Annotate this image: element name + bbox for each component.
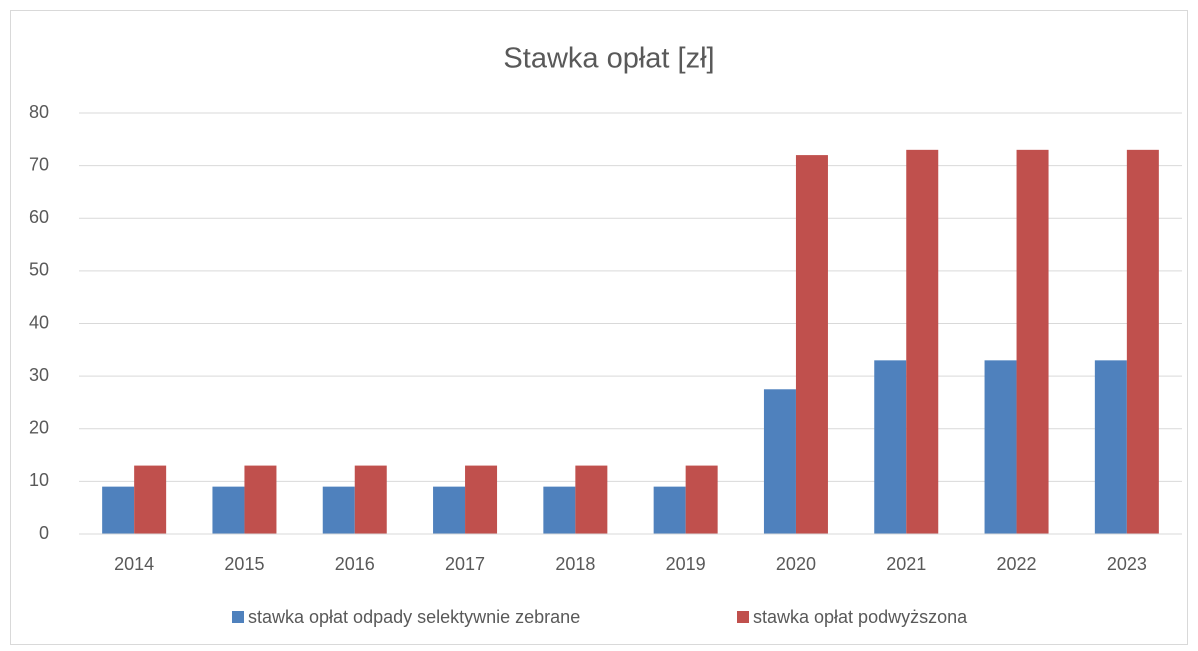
bar xyxy=(685,465,718,534)
x-tick-label: 2015 xyxy=(224,554,264,574)
chart-title: Stawka opłat [zł] xyxy=(503,43,714,75)
bar xyxy=(984,360,1017,534)
x-tick-label: 2014 xyxy=(114,554,154,574)
bar xyxy=(1094,360,1127,534)
bar xyxy=(1016,149,1049,534)
x-tick-label: 2020 xyxy=(776,554,816,574)
x-tick-label: 2018 xyxy=(555,554,595,574)
bar xyxy=(653,486,686,534)
legend-label: stawka opłat podwyższona xyxy=(753,607,968,627)
legend-label: stawka opłat odpady selektywnie zebrane xyxy=(248,607,580,627)
bar xyxy=(244,465,277,534)
y-tick-label: 30 xyxy=(29,365,49,385)
bar xyxy=(575,465,608,534)
chart-border xyxy=(10,10,1188,645)
x-tick-label: 2023 xyxy=(1107,554,1147,574)
y-tick-label: 20 xyxy=(29,418,49,438)
y-tick-label: 50 xyxy=(29,260,49,280)
y-tick-label: 0 xyxy=(39,523,49,543)
x-tick-label: 2017 xyxy=(445,554,485,574)
x-tick-label: 2016 xyxy=(335,554,375,574)
y-tick-label: 40 xyxy=(29,312,49,332)
legend-swatch xyxy=(737,611,749,623)
bar xyxy=(212,486,245,534)
x-tick-label: 2021 xyxy=(886,554,926,574)
bar xyxy=(763,389,796,534)
x-tick-label: 2022 xyxy=(997,554,1037,574)
bar xyxy=(354,465,387,534)
x-tick-label: 2019 xyxy=(666,554,706,574)
bar xyxy=(543,486,576,534)
y-tick-label: 70 xyxy=(29,154,49,174)
y-tick-label: 60 xyxy=(29,207,49,227)
bar xyxy=(322,486,355,534)
bar xyxy=(134,465,167,534)
y-tick-label: 10 xyxy=(29,470,49,490)
bar xyxy=(102,486,135,534)
bar xyxy=(874,360,907,534)
bar xyxy=(465,465,498,534)
y-tick-label: 80 xyxy=(29,102,49,122)
bar xyxy=(433,486,466,534)
bar xyxy=(1126,149,1159,534)
bar xyxy=(906,149,939,534)
legend-swatch xyxy=(232,611,244,623)
bar xyxy=(795,155,828,534)
